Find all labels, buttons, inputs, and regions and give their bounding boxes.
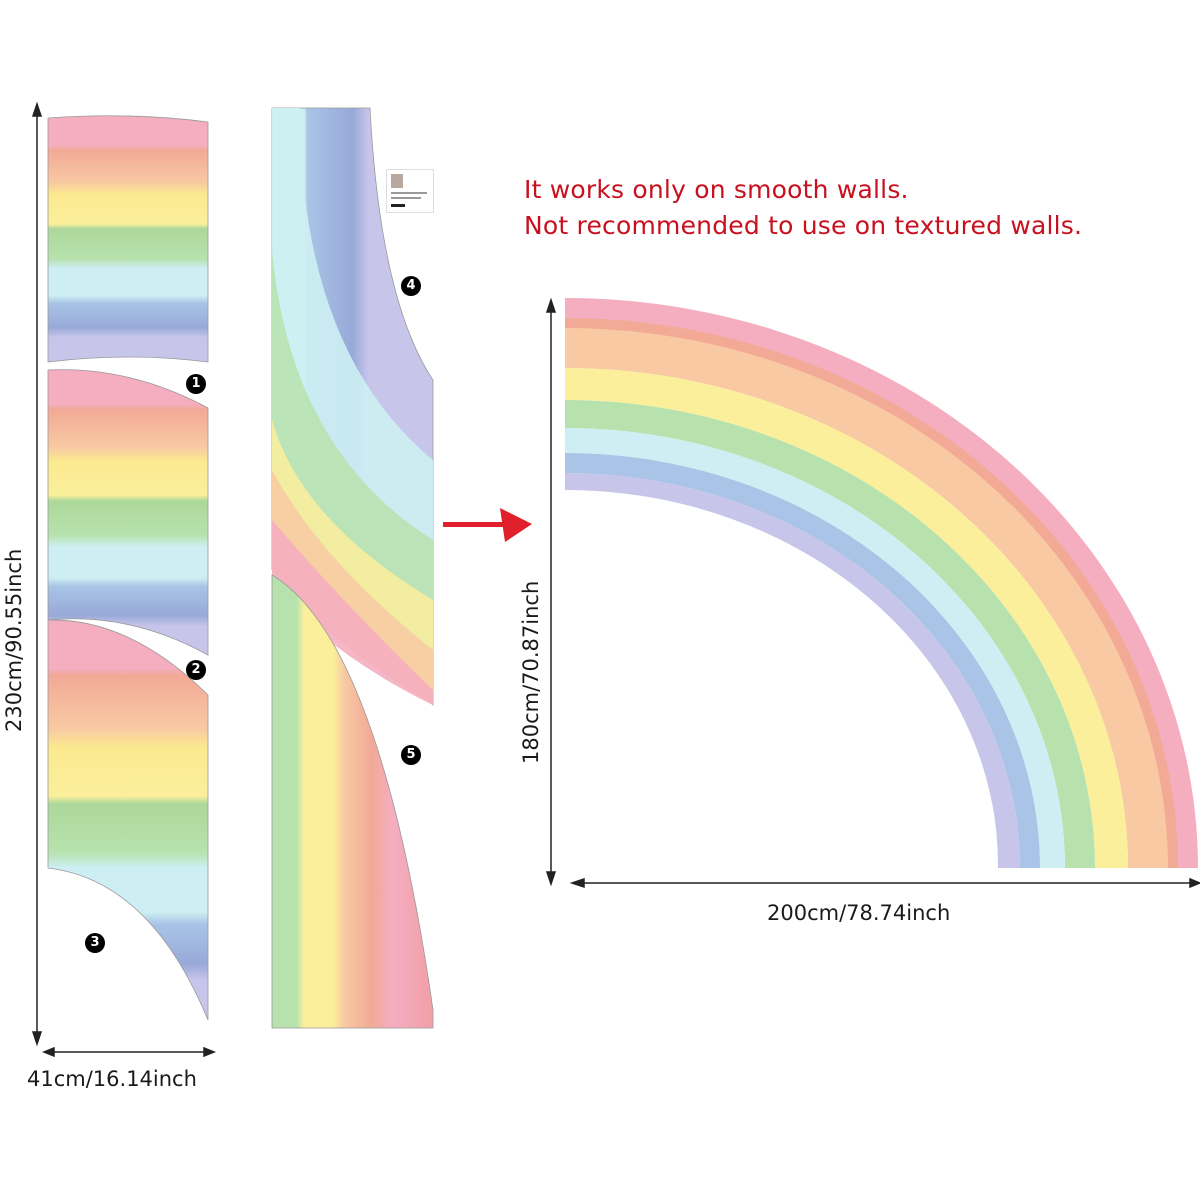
- notice-line-2: Not recommended to use on textured walls…: [524, 211, 1083, 240]
- assembled-height-label: 180cm/70.87inch: [519, 580, 543, 764]
- arrow-right-icon: [443, 508, 532, 542]
- strips-height-label: 230cm/90.55inch: [2, 548, 26, 732]
- piece-number-badge: 1: [186, 374, 206, 394]
- piece-number-badge: 3: [85, 933, 105, 953]
- piece-number-badge: 2: [186, 660, 206, 680]
- package-photo: [391, 174, 403, 188]
- package-barcode: [391, 204, 405, 207]
- package-text-line: [391, 192, 427, 194]
- package-text-line: [391, 197, 421, 199]
- usage-notice: It works only on smooth walls. Not recom…: [524, 172, 1082, 244]
- package-thumbnail: [386, 169, 434, 213]
- notice-line-1: It works only on smooth walls.: [524, 175, 909, 204]
- assembled-width-label: 200cm/78.74inch: [767, 901, 951, 925]
- strips-width-label: 41cm/16.14inch: [27, 1067, 197, 1091]
- piece-number-badge: 4: [401, 276, 421, 296]
- piece-number-badge: 5: [401, 745, 421, 765]
